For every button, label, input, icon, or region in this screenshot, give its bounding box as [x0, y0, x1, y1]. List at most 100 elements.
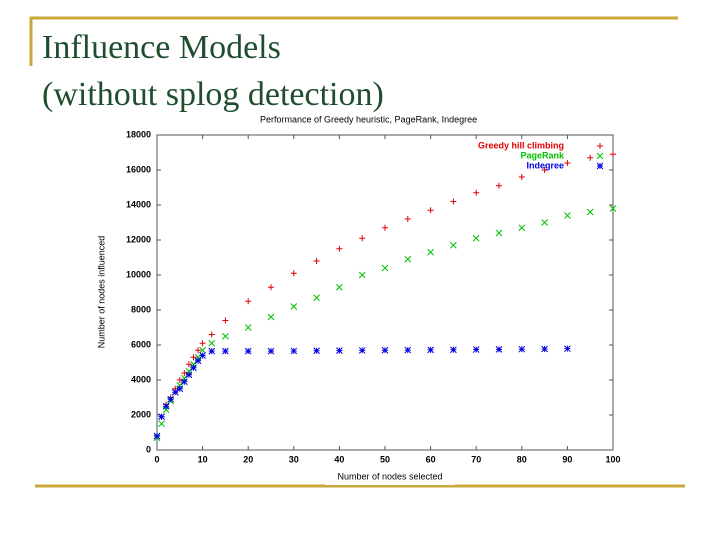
point: [244, 347, 252, 355]
y-tick-label: 16000: [126, 164, 151, 174]
y-tick-label: 14000: [126, 199, 151, 209]
point: [609, 205, 617, 212]
y-tick-label: 10000: [126, 269, 151, 279]
legend-label: Greedy hill climbing: [478, 140, 564, 150]
x-tick-label: 20: [243, 454, 253, 464]
point: [541, 167, 548, 173]
point: [195, 347, 202, 354]
point: [541, 345, 548, 353]
legend-marker: [596, 162, 604, 170]
point: [610, 151, 616, 158]
point: [313, 347, 320, 355]
y-axis-label: Number of nodes influenced: [96, 236, 106, 349]
x-tick-label: 30: [289, 454, 299, 464]
point: [176, 385, 184, 393]
x-tick-label: 50: [380, 454, 390, 464]
point: [267, 313, 275, 321]
legend-label: Indegree: [526, 160, 564, 170]
point: [208, 339, 216, 347]
point: [222, 317, 229, 324]
chart-title: Performance of Greedy heuristic, PageRan…: [260, 114, 477, 124]
point: [171, 388, 179, 396]
slide-title: Influence Models: [42, 29, 281, 66]
legend-marker: [596, 152, 604, 160]
point: [450, 346, 457, 354]
point: [518, 224, 526, 232]
y-tick-label: 18000: [126, 129, 151, 139]
point: [427, 207, 434, 214]
y-tick-label: 2000: [131, 409, 151, 419]
point: [290, 270, 297, 277]
plot: 0 2000 4000 6000 8000 10000 12000 14000 16000 180…: [126, 129, 621, 464]
point: [450, 241, 457, 249]
point: [208, 347, 216, 355]
y-tick-label: 0: [146, 444, 151, 454]
point: [181, 378, 188, 386]
point: [313, 294, 320, 302]
point: [268, 284, 274, 291]
point: [359, 235, 366, 242]
point: [541, 219, 548, 226]
x-label-box: [325, 468, 455, 485]
point: [199, 346, 206, 354]
point: [181, 370, 188, 376]
point: [586, 208, 594, 216]
point: [199, 352, 206, 359]
point: [518, 345, 526, 353]
point: [162, 402, 170, 410]
point: [336, 283, 343, 291]
point: [564, 212, 571, 219]
point: [336, 245, 343, 252]
point: [358, 347, 366, 354]
point: [381, 346, 389, 354]
slide-title: (without splog detection): [42, 76, 384, 113]
point: [290, 303, 298, 310]
point: [185, 371, 193, 379]
point: [495, 229, 503, 237]
point: [382, 224, 388, 231]
x-tick-label: 90: [562, 454, 572, 464]
point: [495, 346, 503, 353]
y-tick-label: 6000: [131, 339, 151, 349]
x-tick-label: 100: [605, 454, 620, 464]
point: [167, 395, 175, 403]
legend-marker: [597, 143, 603, 149]
point: [222, 347, 229, 355]
point: [336, 347, 343, 354]
y-tick-label: 4000: [131, 374, 151, 384]
point: [290, 347, 298, 355]
point: [244, 324, 252, 331]
x-tick-label: 60: [426, 454, 436, 464]
legend-label: PageRank: [520, 150, 565, 160]
point: [194, 357, 202, 365]
x-tick-label: 10: [198, 454, 208, 464]
y-tick-label: 8000: [131, 304, 151, 314]
point: [208, 331, 215, 338]
point: [518, 174, 525, 180]
x-tick-label: 0: [154, 454, 159, 464]
point: [404, 346, 412, 354]
point: [245, 298, 252, 305]
point: [427, 346, 434, 354]
point: [427, 248, 434, 256]
point: [190, 354, 197, 361]
point: [190, 364, 197, 372]
y-tick-label: 12000: [126, 234, 151, 244]
point: [450, 198, 457, 205]
point: [473, 189, 480, 196]
point: [176, 377, 183, 383]
point: [313, 258, 320, 264]
point: [381, 264, 389, 272]
point: [153, 432, 161, 440]
point: [158, 420, 165, 428]
x-tick-label: 40: [334, 454, 344, 464]
point: [472, 234, 480, 242]
point: [267, 347, 275, 355]
point: [587, 154, 594, 161]
point: [496, 182, 502, 189]
point: [564, 160, 571, 166]
point: [158, 413, 165, 421]
x-tick-label: 70: [471, 454, 481, 464]
point: [185, 361, 192, 368]
